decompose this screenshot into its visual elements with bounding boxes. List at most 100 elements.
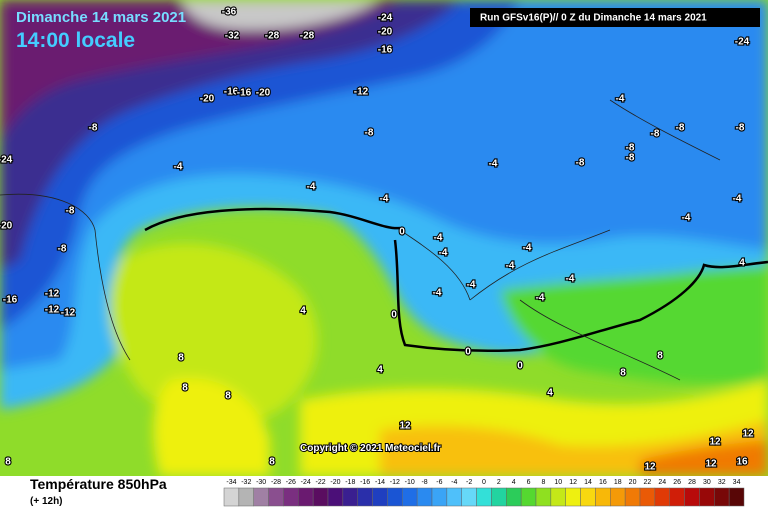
contour-label: -36 bbox=[222, 7, 237, 18]
scale-tick-label: 34 bbox=[733, 479, 741, 486]
scale-swatch bbox=[461, 487, 477, 507]
contour-label: 0 bbox=[517, 361, 523, 372]
scale-swatch bbox=[580, 487, 596, 507]
map-field bbox=[0, 0, 768, 476]
scale-swatch bbox=[728, 487, 745, 507]
scale-tick-label: -14 bbox=[375, 479, 385, 486]
contour-label: -4 bbox=[467, 280, 476, 291]
contour-label: -20 bbox=[200, 94, 215, 105]
scale-swatch bbox=[416, 487, 433, 507]
contour-label: -4 bbox=[566, 274, 575, 285]
run-box bbox=[470, 8, 760, 27]
scale-tick-label: 0 bbox=[482, 479, 486, 486]
contour-label: -4 bbox=[380, 194, 389, 205]
scale-swatch bbox=[402, 487, 418, 507]
legend-subtitle: (+ 12h) bbox=[30, 496, 63, 507]
scale-swatch bbox=[223, 487, 240, 507]
contour-label: 4 bbox=[739, 258, 745, 269]
scale-swatch bbox=[298, 487, 314, 507]
contour-label: -4 bbox=[536, 293, 545, 304]
contour-label: 12 bbox=[644, 462, 656, 473]
scale-swatch bbox=[238, 487, 254, 507]
run-info: Run GFSv16(P)// 0 Z du Dimanche 14 mars … bbox=[480, 13, 707, 24]
scale-tick-label: -34 bbox=[226, 479, 236, 486]
time-label: 14:00 locale bbox=[16, 29, 135, 52]
contour-label: 4 bbox=[547, 388, 553, 399]
scale-tick-label: -32 bbox=[241, 479, 251, 486]
contour-label: -4 bbox=[433, 288, 442, 299]
scale-swatch bbox=[639, 487, 656, 507]
contour-label: -12 bbox=[354, 87, 369, 98]
contour-label: -4 bbox=[434, 233, 443, 244]
contour-label: -8 bbox=[89, 123, 98, 134]
contour-label: -16 bbox=[224, 87, 239, 98]
scale-swatch bbox=[253, 487, 269, 507]
scale-tick-label: 24 bbox=[658, 479, 666, 486]
scale-swatch bbox=[387, 487, 403, 507]
contour-label: 0 bbox=[465, 347, 471, 358]
contour-label: -8 bbox=[58, 244, 67, 255]
scale-swatch bbox=[520, 487, 537, 507]
scale-swatch bbox=[595, 487, 611, 507]
scale-swatch bbox=[669, 487, 685, 507]
scale-tick-label: -24 bbox=[301, 479, 311, 486]
scale-tick-label: 6 bbox=[527, 479, 531, 486]
contour-label: 12 bbox=[709, 437, 721, 448]
scale-swatch bbox=[327, 487, 344, 507]
scale-swatch bbox=[431, 487, 448, 507]
date-label: Dimanche 14 mars 2021 bbox=[16, 9, 186, 26]
contour-label: -20 bbox=[0, 221, 13, 232]
scale-swatch bbox=[312, 487, 329, 507]
contour-label: -8 bbox=[736, 123, 745, 134]
scale-tick-label: -18 bbox=[345, 479, 355, 486]
scale-swatch bbox=[714, 487, 730, 507]
scale-swatch bbox=[283, 487, 299, 507]
scale-tick-label: -20 bbox=[330, 479, 340, 486]
scale-swatch bbox=[654, 487, 670, 507]
scale-swatch bbox=[684, 487, 700, 507]
contour-label: -12 bbox=[45, 289, 60, 300]
scale-tick-label: 4 bbox=[512, 479, 516, 486]
contour-label: -20 bbox=[256, 88, 271, 99]
contour-label: 8 bbox=[182, 383, 188, 394]
contour-label: -32 bbox=[225, 31, 240, 42]
contour-label: 8 bbox=[178, 353, 184, 364]
scale-swatch bbox=[372, 487, 388, 507]
contour-label: -16 bbox=[378, 45, 393, 56]
scale-swatch bbox=[342, 487, 358, 507]
scale-tick-label: -8 bbox=[421, 479, 427, 486]
scale-tick-label: 10 bbox=[554, 479, 562, 486]
scale-swatch bbox=[446, 487, 462, 507]
contour-label: -8 bbox=[576, 158, 585, 169]
contour-label: -4 bbox=[307, 182, 316, 193]
contour-label: 0 bbox=[399, 227, 405, 238]
scale-tick-label: -10 bbox=[405, 479, 415, 486]
contour-label: 12 bbox=[399, 421, 411, 432]
contour-label: -4 bbox=[506, 261, 515, 272]
scale-swatch bbox=[610, 487, 626, 507]
contour-label: -24 bbox=[378, 13, 393, 24]
scale-tick-label: 8 bbox=[541, 479, 545, 486]
scale-swatch bbox=[268, 487, 284, 507]
contour-label: -4 bbox=[733, 194, 742, 205]
scale-tick-label: -26 bbox=[286, 479, 296, 486]
contour-label: 16 bbox=[736, 457, 748, 468]
contour-label: 8 bbox=[269, 457, 275, 468]
color-scale: -34 -32 -30 -28 -26 -24 -22 -20 -18 -16 -14 -12 -10-… bbox=[223, 479, 745, 507]
scale-tick-label: -6 bbox=[436, 479, 442, 486]
scale-tick-label: 30 bbox=[703, 479, 711, 486]
contour-label: -16 bbox=[3, 295, 18, 306]
contour-label: -16 bbox=[237, 88, 252, 99]
contour-label: -24 bbox=[735, 37, 750, 48]
scale-tick-label: -30 bbox=[256, 479, 266, 486]
contour-label: 0 bbox=[391, 310, 397, 321]
scale-tick-label: -12 bbox=[390, 479, 400, 486]
scale-swatch bbox=[699, 487, 715, 507]
contour-label: -8 bbox=[66, 206, 75, 217]
contour-label: 8 bbox=[657, 351, 663, 362]
scale-tick-label: 16 bbox=[599, 479, 607, 486]
contour-label: -4 bbox=[616, 94, 625, 105]
contour-label: -8 bbox=[676, 123, 685, 134]
scale-tick-label: -22 bbox=[316, 479, 326, 486]
